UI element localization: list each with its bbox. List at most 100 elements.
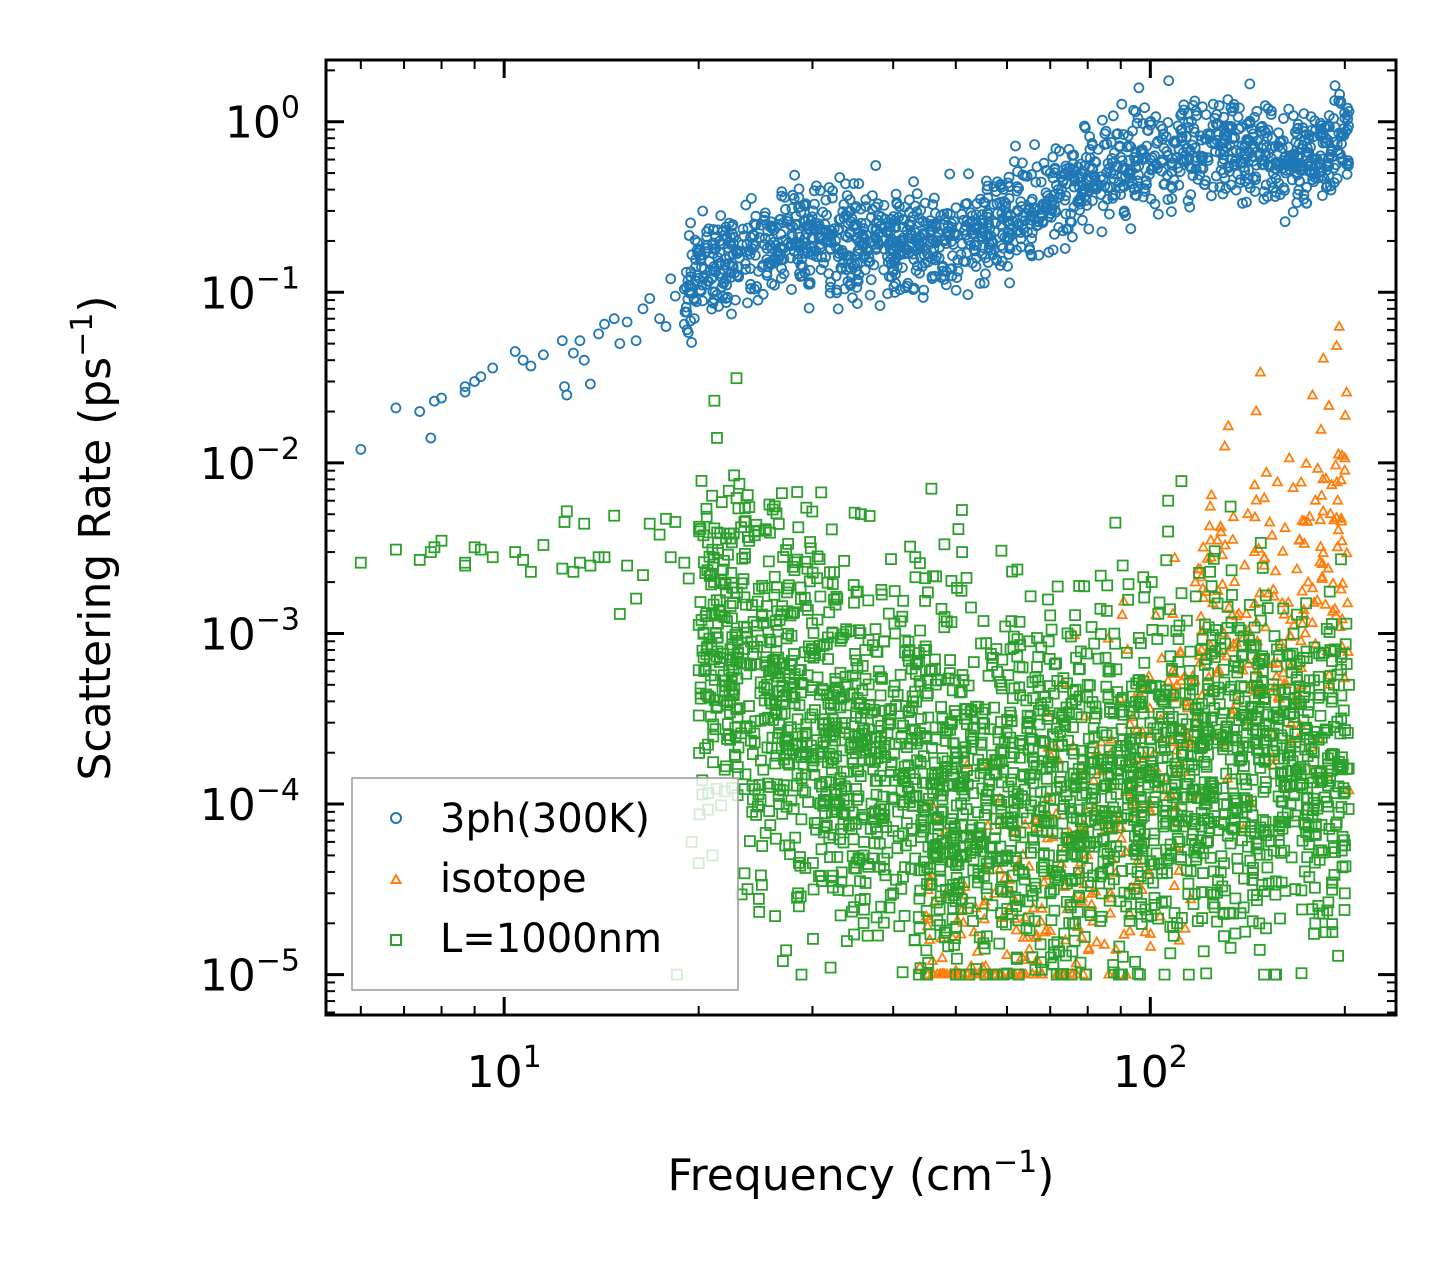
data-point-square [987,968,999,981]
data-point-square [1020,922,1033,934]
data-point-square [1330,818,1342,831]
data-point-square [897,594,910,607]
data-point-circle [950,228,962,240]
data-point-square [1325,695,1338,708]
data-point-square [1197,847,1210,860]
data-point-circle [1015,196,1027,208]
data-point-square [1252,837,1265,850]
data-point-square [1207,897,1219,910]
data-point-square [435,534,448,547]
data-point-circle [1175,109,1187,121]
data-point-circle [761,254,773,265]
data-point-square [1031,632,1043,644]
data-point-circle [1144,154,1156,166]
data-point-circle [927,218,938,230]
data-point-square [1175,851,1187,863]
data-point-circle [1229,132,1240,144]
data-point-square [1207,888,1220,901]
data-point-square [1175,587,1188,600]
y-tick-label: 100 [225,91,300,149]
data-point-circle [716,281,728,293]
data-point-square [897,827,909,840]
data-point-square [942,940,955,953]
data-point-triangle [1034,914,1047,926]
data-point-square [870,645,883,658]
data-point-square [1047,687,1060,700]
data-point-square [1323,626,1336,638]
data-point-square [784,848,796,861]
data-point-square [972,806,984,819]
data-point-circle [1247,131,1259,143]
data-point-square [1136,691,1149,704]
data-point-square [998,747,1010,760]
plot-frame [324,58,1398,1017]
data-point-circle [1089,170,1100,182]
data-point-square [992,733,1005,746]
data-point-square [693,520,705,533]
data-point-square [931,914,944,927]
data-point-square [857,746,870,759]
data-point-square [956,504,968,516]
data-point-square [965,742,978,755]
data-point-triangle [1317,546,1330,558]
data-point-square [1336,758,1349,771]
data-point-square [1094,754,1107,767]
data-point-square [791,767,804,780]
data-point-square [855,508,867,521]
data-point-square [807,627,820,639]
data-point-square [921,689,933,702]
data-point-square [1060,789,1073,801]
data-point-circle [1187,100,1199,111]
data-point-square [664,551,677,564]
data-point-square [1065,873,1077,885]
data-point-square [1129,830,1141,842]
data-point-circle [1184,146,1196,157]
data-point-square [723,679,736,692]
data-point-square [1339,724,1351,736]
data-point-circle [851,281,863,293]
data-point-circle [950,284,962,296]
data-point-square [1325,764,1338,777]
data-point-square [741,489,754,502]
data-point-circle [831,287,843,299]
data-point-square [762,555,775,568]
data-point-square [1087,722,1100,734]
data-point-circle [680,301,692,313]
data-point-circle [695,254,706,266]
data-point-square [1129,955,1141,968]
data-point-square [1095,782,1108,795]
data-point-square [871,826,884,838]
data-point-circle [487,362,499,374]
data-point-triangle [1189,575,1202,587]
data-point-square [1180,777,1192,790]
data-point-square [1021,812,1033,825]
data-point-square [802,796,814,808]
data-point-square [1125,862,1138,875]
data-point-square [769,757,782,770]
data-point-circle [1052,184,1064,196]
data-point-square [1117,734,1129,746]
data-point-square [1278,752,1290,765]
data-point-square [1104,706,1116,718]
data-point-square [957,674,970,686]
data-point-square [1217,782,1229,794]
data-point-square [800,501,813,514]
data-point-circle [1181,131,1192,143]
data-point-circle [1323,169,1335,181]
data-point-square [909,790,922,803]
data-point-circle [1239,140,1251,152]
data-point-circle [1003,193,1015,204]
data-point-circle [1329,121,1341,133]
data-point-circle [718,230,729,241]
data-point-square [889,627,902,640]
data-point-square [1245,795,1257,808]
data-point-square [898,910,911,922]
data-point-triangle [1293,533,1306,545]
data-point-square [893,737,906,750]
data-point-square [1117,708,1130,721]
data-point-square [1259,734,1272,746]
data-point-square [1013,864,1025,876]
data-point-square [1026,676,1039,688]
data-point-square [1225,564,1238,577]
data-point-square [1184,750,1197,763]
